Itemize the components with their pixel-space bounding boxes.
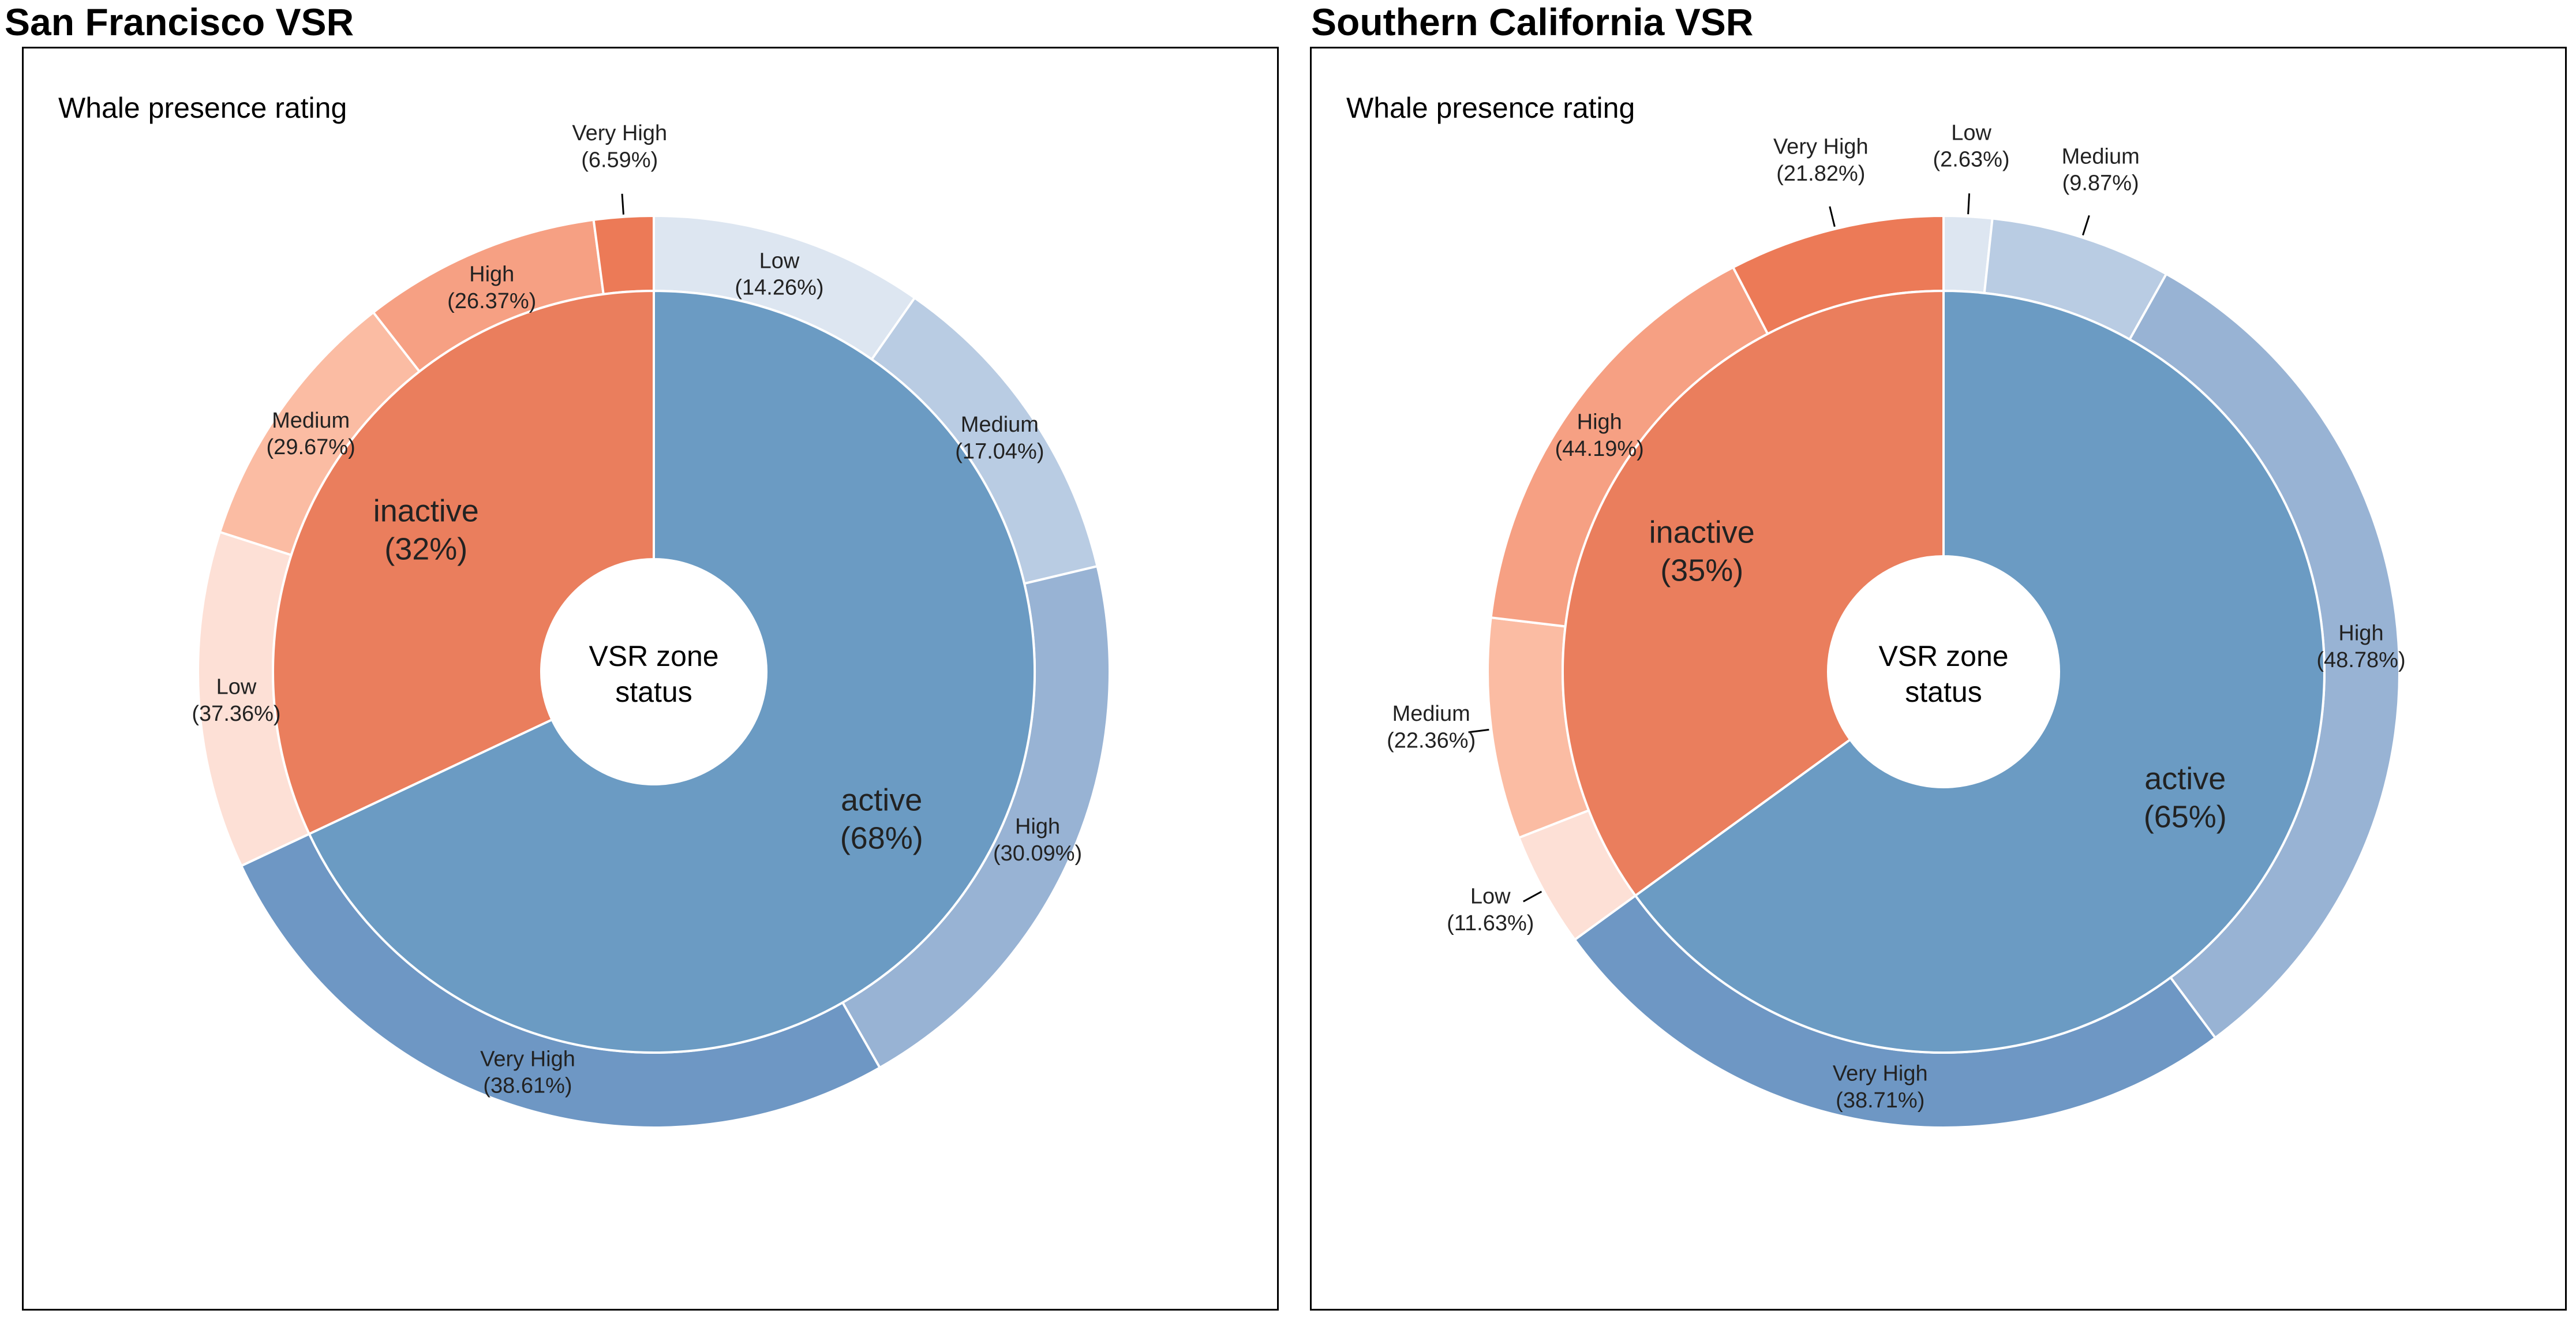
outer-label-inactive-low-leader (1523, 890, 1542, 903)
center-label-line1: VSR zone (1878, 640, 2008, 672)
outer-label-active-medium-name: Medium (2062, 144, 2140, 169)
legend-title: Whale presence rating (58, 92, 347, 124)
outer-label-active-high-name: High (2338, 622, 2383, 646)
inner-label-active-name: active (841, 783, 922, 817)
outer-label-active-medium-percent: (9.87%) (2062, 171, 2139, 196)
inner-ring (272, 289, 1036, 1054)
outer-label-inactive-medium-percent: (29.67%) (267, 435, 355, 459)
outer-label-active-very-high-percent: (38.71%) (1836, 1088, 1924, 1113)
center-hole (541, 559, 766, 784)
inner-label-active-percent: (65%) (2144, 799, 2227, 834)
inner-label-active-name: active (2144, 761, 2226, 796)
outer-ring (197, 214, 1111, 1129)
outer-label-inactive-high-name: High (469, 263, 514, 287)
inner-ring (1562, 289, 2326, 1054)
outer-label-inactive-medium-leader (1468, 728, 1489, 733)
chart-title-socal: Southern California VSR (1311, 1, 1754, 43)
outer-label-inactive-very-high-name: Very High (1773, 135, 1869, 159)
outer-label-inactive-very-high-percent: (6.59%) (581, 148, 658, 172)
outer-label-active-low-leader (1967, 193, 1971, 215)
outer-ring (1487, 214, 2401, 1129)
outer-label-inactive-high-percent: (26.37%) (447, 289, 536, 313)
outer-label-inactive-medium-percent: (22.36%) (1387, 728, 1476, 753)
outer-label-inactive-low-percent: (11.63%) (1447, 911, 1534, 935)
outer-label-inactive-very-high-leader (621, 193, 624, 215)
legend-title: Whale presence rating (1346, 92, 1635, 124)
outer-label-inactive-very-high-percent: (21.82%) (1776, 162, 1865, 186)
sunburst-chart-sf: VSR zone status active (68%) inactive(32%) Lo… (192, 121, 1111, 1129)
center-label-line1: VSR zone (589, 640, 718, 672)
outer-label-active-low-name: Low (1951, 121, 1991, 145)
inner-slice-inactive (272, 289, 655, 836)
inner-label-inactive-name: inactive (373, 494, 479, 529)
outer-label-active-high-percent: (48.78%) (2316, 648, 2405, 672)
outer-label-active-very-high-percent: (38.61%) (483, 1074, 572, 1098)
outer-label-active-high-name: High (1015, 815, 1060, 839)
chart-panel-socal: Whale presence rating VSR zone status acti… (1310, 47, 2567, 1311)
sunburst-chart-socal: VSR zone status active(65%) inactive(35%) Lo… (1387, 121, 2406, 1129)
inner-label-active-percent: (68%) (840, 821, 923, 855)
outer-label-inactive-low-name: Low (1470, 884, 1511, 908)
outer-label-active-medium-percent: (17.04%) (955, 439, 1044, 463)
center-label-line2: status (615, 676, 692, 708)
outer-label-active-very-high-name: Very High (480, 1047, 575, 1071)
inner-label-inactive-percent: (35%) (1660, 553, 1743, 588)
center-label-line2: status (1905, 676, 1982, 708)
center-hole (1828, 556, 2059, 787)
chart-title-sf: San Francisco VSR (5, 1, 354, 43)
outer-label-inactive-low-name: Low (216, 675, 257, 699)
outer-label-active-medium-name: Medium (961, 413, 1039, 437)
outer-label-active-low-percent: (2.63%) (1933, 148, 2010, 172)
outer-label-active-very-high-name: Very High (1833, 1062, 1928, 1086)
outer-label-active-low-percent: (14.26%) (735, 276, 823, 300)
outer-label-active-low-name: Low (759, 249, 800, 273)
outer-label-inactive-medium-name: Medium (1392, 702, 1470, 726)
outer-slice-inactive-very-high (592, 214, 655, 296)
outer-label-active-high-percent: (30.09%) (993, 841, 1082, 866)
outer-label-inactive-very-high-leader (1829, 206, 1836, 227)
outer-label-inactive-low-percent: (37.36%) (192, 702, 280, 726)
inner-label-inactive-name: inactive (1649, 515, 1755, 550)
outer-label-inactive-very-high-name: Very High (572, 121, 667, 145)
outer-label-active-medium-leader (2082, 215, 2090, 236)
outer-label-inactive-high-name: High (1577, 410, 1622, 435)
inner-label-inactive-percent: (32%) (384, 532, 467, 566)
outer-label-inactive-high-percent: (44.19%) (1555, 437, 1644, 461)
chart-panel-sf: Whale presence rating VSR zone status acti… (22, 47, 1279, 1311)
outer-label-inactive-medium-name: Medium (272, 409, 350, 433)
